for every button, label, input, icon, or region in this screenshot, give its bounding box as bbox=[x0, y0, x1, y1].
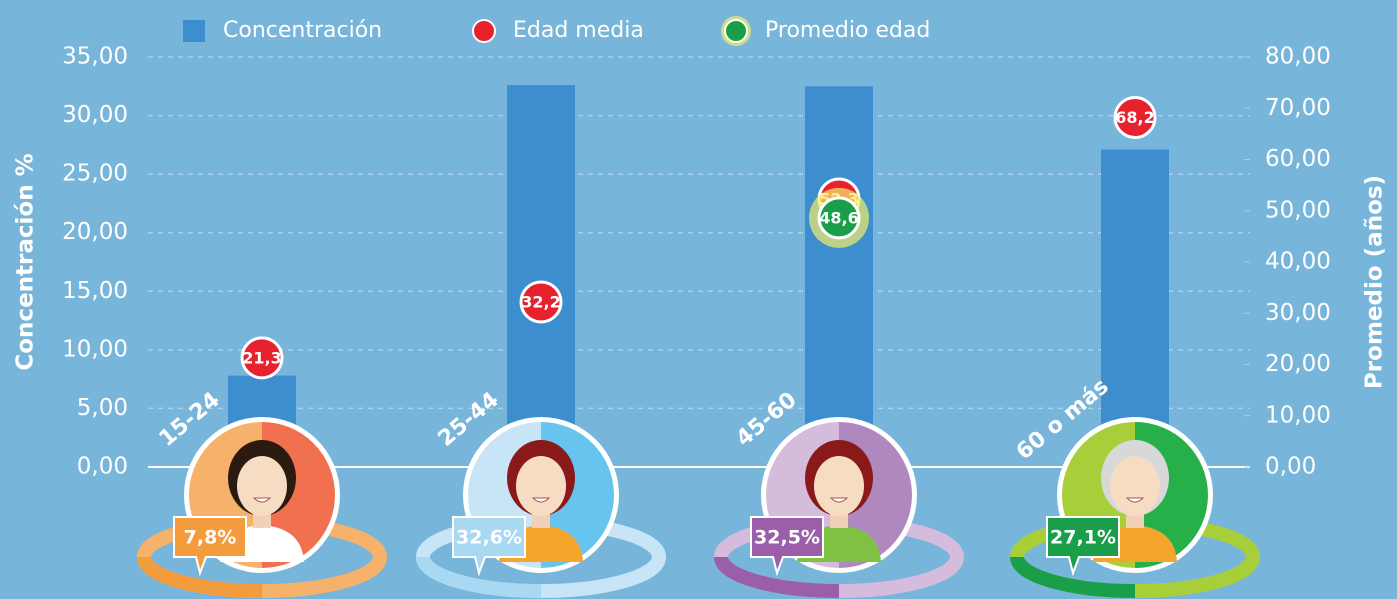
avatar-face bbox=[237, 456, 287, 516]
pct-bubble bbox=[750, 516, 824, 577]
y2-tick-label: 10,00 bbox=[1265, 402, 1331, 428]
dot-label: 32,2 bbox=[521, 292, 560, 311]
bar-value-label: 32,5% bbox=[754, 527, 820, 549]
y2-tick-label: 70,00 bbox=[1265, 95, 1331, 121]
y2-tick-label: 20,00 bbox=[1265, 351, 1331, 377]
y-tick-label: 5,00 bbox=[77, 395, 128, 421]
bar-value-label: 7,8% bbox=[184, 527, 237, 549]
avatar-face bbox=[516, 456, 566, 516]
bar-value-label: 27,1% bbox=[1050, 527, 1116, 549]
dot-label: 48,6 bbox=[819, 208, 858, 227]
y-tick-label: 35,00 bbox=[62, 44, 128, 70]
legend-label: Concentración bbox=[223, 18, 382, 43]
legend-swatch bbox=[183, 20, 205, 42]
y2-tick-label: 30,00 bbox=[1265, 300, 1331, 326]
y2-tick-label: 50,00 bbox=[1265, 197, 1331, 223]
legend-label: Edad media bbox=[513, 18, 644, 43]
y2-tick-label: 80,00 bbox=[1265, 44, 1331, 70]
avatar-smile bbox=[252, 497, 272, 503]
bar bbox=[507, 85, 575, 467]
y2-tick-label: 40,00 bbox=[1265, 249, 1331, 275]
y2-tick-label: 0,00 bbox=[1265, 454, 1316, 480]
avatar-smile bbox=[829, 497, 849, 503]
y2-axis-label: Promedio (años) bbox=[1362, 175, 1388, 389]
pct-bubble bbox=[1046, 516, 1120, 577]
y-tick-label: 0,00 bbox=[77, 454, 128, 480]
avatar-face bbox=[814, 456, 864, 516]
y-tick-label: 25,00 bbox=[62, 161, 128, 187]
avatar-smile bbox=[531, 497, 551, 503]
avatar-face bbox=[1110, 456, 1160, 516]
y-tick-label: 20,00 bbox=[62, 219, 128, 245]
dot bbox=[1113, 95, 1157, 139]
pct-bubble bbox=[452, 516, 526, 577]
bar bbox=[805, 86, 873, 468]
dot bbox=[240, 336, 284, 380]
legend-label: Promedio edad bbox=[765, 18, 930, 43]
ring-part bbox=[416, 556, 542, 598]
ring-part bbox=[137, 556, 263, 598]
y2-tick-label: 60,00 bbox=[1265, 146, 1331, 172]
y-axis-label: Concentración % bbox=[13, 153, 39, 370]
bar-value-label: 32,6% bbox=[456, 527, 522, 549]
legend-swatch bbox=[472, 19, 496, 43]
bar bbox=[1101, 149, 1169, 468]
y-tick-label: 30,00 bbox=[62, 102, 128, 128]
y-tick-label: 15,00 bbox=[62, 278, 128, 304]
dot-label: 21,3 bbox=[242, 348, 281, 367]
y-tick-label: 10,00 bbox=[62, 336, 128, 362]
dot bbox=[519, 280, 563, 324]
dot-label: 68,2 bbox=[1115, 108, 1154, 127]
avatar-smile bbox=[1125, 497, 1145, 503]
ring-part bbox=[1010, 556, 1136, 598]
legend-swatch bbox=[724, 19, 748, 43]
pct-bubble bbox=[173, 516, 247, 577]
ring-part bbox=[714, 556, 840, 598]
dot bbox=[817, 196, 861, 240]
